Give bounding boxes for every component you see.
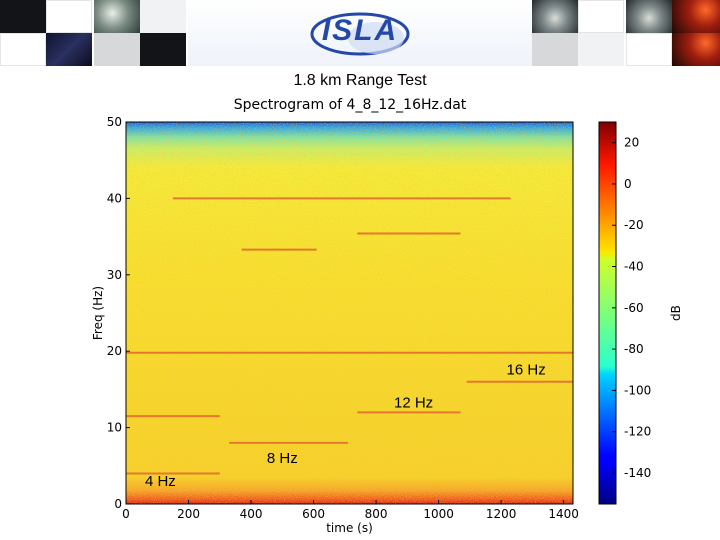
banner-tile — [578, 33, 624, 66]
logo-text: ISLA — [321, 14, 399, 47]
colorbar-tick-label: -80 — [624, 342, 644, 356]
tone-annotations: 4 Hz 8 Hz 12 Hz 16 Hz — [145, 362, 546, 491]
banner-tile-clouds — [532, 33, 578, 66]
banner-tile — [0, 33, 46, 66]
tone-lines — [126, 197, 573, 475]
header-banner: ISLA — [0, 0, 720, 66]
x-tick-label: 600 — [302, 507, 325, 521]
x-tick-label: 1400 — [548, 507, 579, 521]
banner-tile-earth — [626, 0, 672, 33]
axes: 0 200 400 600 800 1000 1200 1400 0 10 20 30 40 50 time… — [91, 115, 579, 535]
spectrogram-area — [126, 122, 573, 504]
banner-tile — [578, 0, 624, 33]
x-tick-label: 200 — [177, 507, 200, 521]
banner-tile — [140, 0, 186, 33]
banner-tile-comet — [46, 33, 92, 66]
logo-panel: ISLA — [188, 0, 532, 66]
slide-title: 1.8 km Range Test — [293, 72, 427, 89]
y-tick-label: 50 — [107, 115, 122, 129]
tone-annotation: 12 Hz — [394, 394, 433, 411]
spectrogram-noise — [126, 122, 573, 504]
banner-tile-planet — [532, 0, 578, 33]
banner-tile-eruption — [672, 33, 720, 66]
tone-annotation: 4 Hz — [145, 473, 176, 490]
colorbar-tick-label: -20 — [624, 218, 644, 232]
banner-tile-volcano — [672, 0, 720, 33]
x-tick-label: 800 — [365, 507, 388, 521]
banner-tile-meteor — [0, 0, 46, 33]
x-tick-label: 0 — [122, 507, 130, 521]
colorbar: 20 0 -20 -40 -60 -80 -100 -120 -140 dB — [598, 121, 683, 505]
y-tick-label: 20 — [107, 344, 122, 358]
chart-title: Spectrogram of 4_8_12_16Hz.dat — [233, 97, 467, 113]
colorbar-label: dB — [669, 305, 683, 321]
colorbar-tick-label: 0 — [624, 177, 632, 191]
colorbar-tick-label: -100 — [624, 383, 651, 397]
colorbar-tick-label: -60 — [624, 301, 644, 315]
colorbar-bar — [598, 121, 617, 505]
banner-tile — [626, 33, 672, 66]
x-tick-label: 1200 — [486, 507, 517, 521]
colorbar-tick-label: -140 — [624, 466, 651, 480]
y-tick-label: 0 — [114, 497, 122, 511]
banner-tile-ice — [94, 0, 140, 33]
y-tick-label: 30 — [107, 268, 122, 282]
x-tick-label: 400 — [240, 507, 263, 521]
logo-swoosh-icon — [310, 12, 410, 56]
banner-tile — [46, 0, 92, 33]
tone-annotation: 8 Hz — [267, 450, 298, 467]
x-axis-label: time (s) — [326, 521, 373, 535]
colorbar-tick-label: 20 — [624, 136, 639, 150]
banner-tile-aircraft — [140, 33, 186, 66]
y-tick-label: 40 — [107, 191, 122, 205]
y-axis-label: Freq (Hz) — [91, 286, 105, 340]
plot-frame — [125, 121, 574, 505]
colorbar-tick-label: -120 — [624, 425, 651, 439]
colorbar-tick-label: -40 — [624, 260, 644, 274]
x-tick-label: 1000 — [423, 507, 454, 521]
y-tick-label: 10 — [107, 421, 122, 435]
tone-annotation: 16 Hz — [507, 362, 546, 379]
banner-tile — [94, 33, 140, 66]
